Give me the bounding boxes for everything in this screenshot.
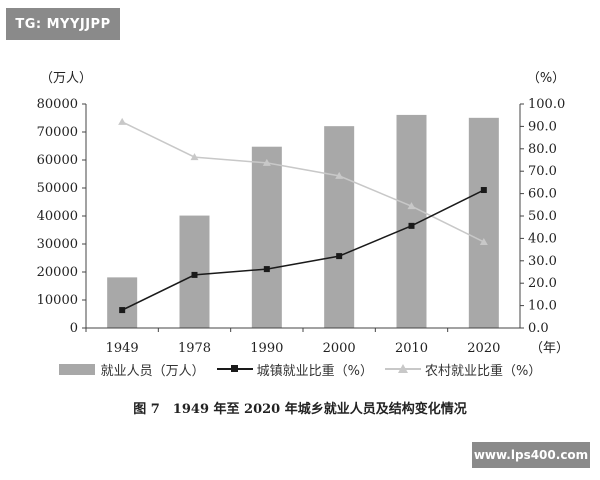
bar-2020 bbox=[468, 117, 499, 328]
urban-point-2010 bbox=[408, 222, 415, 229]
legend-urban-swatch bbox=[216, 363, 253, 375]
urban-line bbox=[121, 189, 485, 311]
rural-point-2020 bbox=[479, 237, 488, 245]
bar-1949 bbox=[107, 277, 138, 328]
left-tick-label: 70000 bbox=[37, 125, 78, 140]
right-tick-label: 10.0 bbox=[528, 299, 557, 314]
legend-rural-swatch bbox=[385, 363, 421, 375]
legend-item-employment: 就业人员（万人） bbox=[58, 360, 205, 379]
x-tick-label: 2020 bbox=[467, 341, 500, 356]
right-tick-label: 20.0 bbox=[528, 276, 557, 291]
right-tick-label: 60.0 bbox=[528, 187, 557, 202]
right-tick-label: 100.0 bbox=[528, 97, 565, 112]
left-tick-label: 40000 bbox=[37, 209, 78, 224]
rural-point-1978 bbox=[190, 153, 199, 161]
left-tick-label: 50000 bbox=[37, 181, 78, 196]
x-axis-unit: （年） bbox=[530, 341, 569, 356]
urban-point-2020 bbox=[480, 187, 487, 194]
legend-label-rural: 农村就业比重（%） bbox=[425, 363, 542, 379]
right-tick-label: 90.0 bbox=[528, 119, 557, 134]
x-tick-label: 2010 bbox=[395, 341, 428, 356]
bar-2000 bbox=[324, 126, 355, 328]
left-tick-label: 60000 bbox=[37, 153, 78, 168]
urban-point-2000 bbox=[336, 253, 343, 260]
left-tick-label: 20000 bbox=[37, 265, 78, 280]
x-tick-label: 1978 bbox=[178, 341, 211, 356]
urban-point-1949 bbox=[119, 307, 126, 314]
rural-point-1949 bbox=[118, 117, 127, 125]
right-tick-label: 30.0 bbox=[528, 254, 557, 269]
legend-label-urban: 城镇就业比重（%） bbox=[256, 363, 373, 379]
left-tick-label: 0 bbox=[70, 321, 78, 336]
bar-1978 bbox=[179, 215, 210, 328]
urban-point-1978 bbox=[191, 271, 198, 278]
rural-point-1990 bbox=[262, 158, 271, 166]
bar-1990 bbox=[251, 146, 282, 328]
right-tick-label: 40.0 bbox=[528, 231, 557, 246]
left-tick-label: 30000 bbox=[37, 237, 78, 252]
right-tick-label: 70.0 bbox=[528, 164, 557, 179]
rural-line bbox=[121, 121, 485, 243]
watermark-top: TG: MYYJJPP bbox=[6, 8, 120, 40]
figure-caption: 图 7 1949 年至 2020 年城乡就业人员及结构变化情况 bbox=[133, 402, 467, 417]
chart: 0 10000 20000 30000 40000 50000 60000 70000 8000… bbox=[37, 71, 569, 356]
right-tick-label: 50.0 bbox=[528, 209, 557, 224]
right-axis-unit: （%） bbox=[527, 71, 565, 86]
left-tick-label: 10000 bbox=[37, 293, 78, 308]
rural-point-2010 bbox=[407, 202, 416, 210]
x-tick-label: 1990 bbox=[250, 341, 283, 356]
x-tick-label: 2000 bbox=[323, 341, 356, 356]
rural-point-2000 bbox=[335, 171, 344, 179]
legend-label-employment: 就业人员（万人） bbox=[100, 363, 205, 379]
legend-item-urban: 城镇就业比重（%） bbox=[216, 360, 373, 379]
legend: 就业人员（万人） 城镇就业比重（%） 农村就业比重（%） bbox=[0, 359, 600, 379]
watermark-bottom: www.lps400.com bbox=[472, 442, 590, 468]
legend-item-rural: 农村就业比重（%） bbox=[385, 360, 541, 379]
x-tick-label: 1949 bbox=[106, 341, 139, 356]
left-axis-unit: （万人） bbox=[40, 71, 92, 86]
urban-point-1990 bbox=[263, 266, 270, 273]
right-tick-label: 80.0 bbox=[528, 142, 557, 157]
legend-bar-swatch bbox=[58, 363, 95, 375]
right-tick-label: 0.0 bbox=[528, 321, 549, 336]
left-tick-label: 80000 bbox=[37, 97, 78, 112]
